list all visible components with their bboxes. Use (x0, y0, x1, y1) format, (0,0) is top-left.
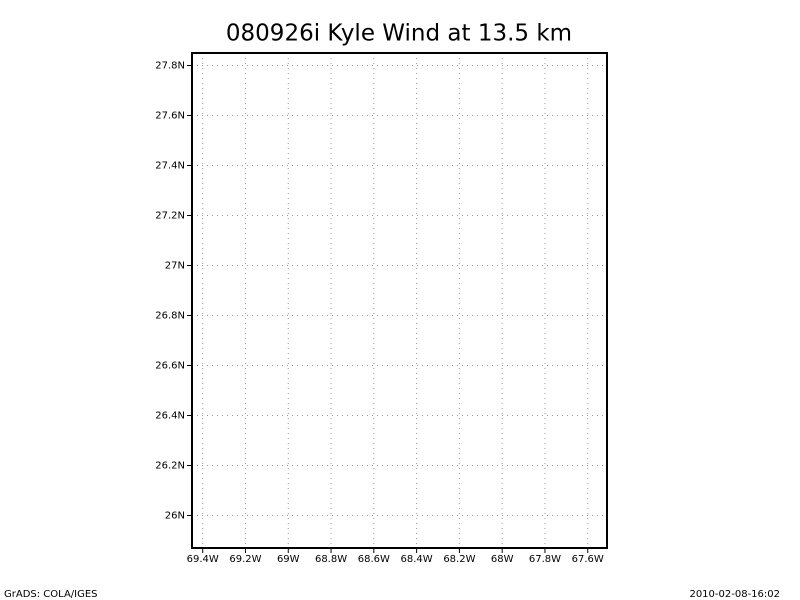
x-tick-label: 68.6W (358, 554, 390, 565)
x-tick-label: 69.4W (187, 554, 219, 565)
x-tick-label: 67.6W (572, 554, 604, 565)
y-tick-label: 27.2N (155, 211, 185, 222)
footer-right: 2010-02-08-16:02 (689, 589, 780, 600)
y-tick-label: 27.8N (155, 61, 185, 72)
x-tick-label: 67.8W (529, 554, 561, 565)
plot-frame (191, 52, 608, 549)
footer-left: GrADS: COLA/IGES (4, 589, 98, 600)
y-tick-label: 26.8N (155, 311, 185, 322)
chart-title: 080926i Kyle Wind at 13.5 km (226, 21, 572, 47)
x-tick-label: 69.2W (229, 554, 261, 565)
x-tick-label: 68.2W (443, 554, 475, 565)
y-tick-label: 26.4N (155, 411, 185, 422)
y-tick-label: 26.2N (155, 461, 185, 472)
y-tick-label: 27.4N (155, 161, 185, 172)
x-tick-label: 68W (491, 554, 514, 565)
x-tick-label: 69W (277, 554, 300, 565)
x-tick-label: 68.8W (315, 554, 347, 565)
x-tick-label: 68.4W (401, 554, 433, 565)
y-tick-label: 27N (165, 261, 185, 272)
y-tick-label: 26.6N (155, 361, 185, 372)
y-tick-label: 26N (165, 511, 185, 522)
y-tick-label: 27.6N (155, 111, 185, 122)
